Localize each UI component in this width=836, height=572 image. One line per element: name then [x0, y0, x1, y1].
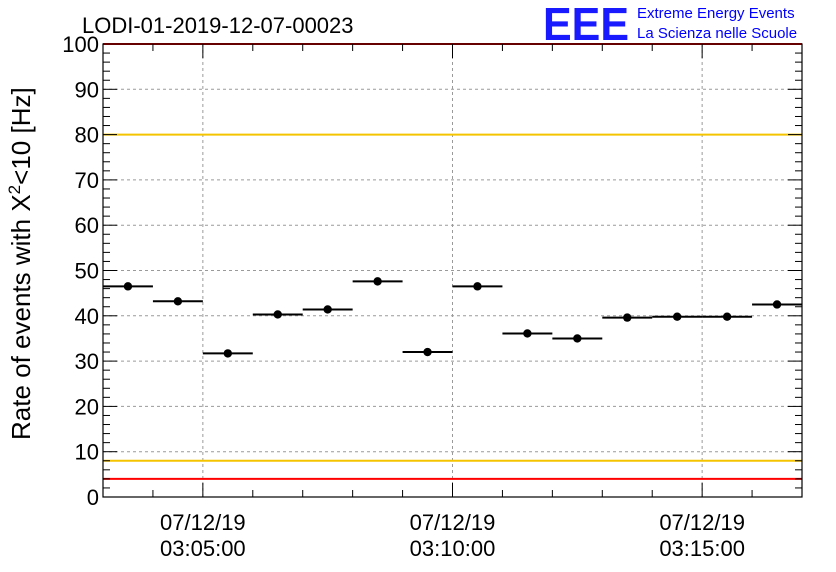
y-tick-label: 80	[75, 123, 99, 148]
y-tick-label: 70	[75, 168, 99, 193]
y-tick-label: 90	[75, 77, 99, 102]
y-tick-label: 100	[62, 32, 99, 57]
data-points	[103, 277, 802, 358]
data-point	[223, 349, 233, 358]
data-point	[273, 310, 282, 319]
y-tick-label: 40	[75, 304, 99, 329]
data-point	[173, 297, 183, 306]
chart-title: LODI-01-2019-12-07-00023	[82, 13, 354, 38]
data-point	[672, 312, 682, 321]
x-tick-label-date: 07/12/19	[410, 510, 496, 535]
x-axis: 07/12/1903:05:0007/12/1903:10:0007/12/19…	[102, 44, 803, 561]
data-point	[123, 282, 133, 291]
y-tick-label: 0	[87, 485, 99, 510]
x-tick-label-time: 03:15:00	[659, 536, 745, 561]
x-tick-label-date: 07/12/19	[659, 510, 745, 535]
grid	[103, 43, 802, 498]
y-axis-label: Rate of events with X2<10 [Hz]	[5, 87, 36, 440]
x-tick-label-date: 07/12/19	[160, 510, 246, 535]
eee-logo: EEE Extreme Energy Events La Scienza nel…	[543, 0, 797, 50]
y-tick-label: 10	[75, 440, 99, 465]
x-tick-label-time: 03:05:00	[160, 536, 246, 561]
logo-line1: Extreme Energy Events	[637, 5, 795, 22]
data-point	[722, 312, 732, 321]
y-axis: 0 10 20 30 40 50 60 70 80 90 100	[62, 32, 802, 510]
data-point	[623, 313, 632, 322]
y-tick-label: 20	[75, 394, 99, 419]
data-point	[323, 305, 332, 314]
data-point	[423, 347, 432, 357]
data-point	[573, 334, 582, 343]
data-point	[523, 329, 532, 338]
y-tick-label: 50	[75, 259, 99, 284]
eee-logo-letters: EEE	[543, 0, 629, 50]
data-point	[373, 277, 382, 286]
y-tick-label: 30	[75, 349, 99, 374]
x-tick-label-time: 03:10:00	[410, 536, 496, 561]
data-point	[473, 282, 482, 291]
y-tick-label: 60	[75, 213, 99, 238]
logo-line2: La Scienza nelle Scuole	[637, 25, 797, 42]
data-point	[772, 300, 782, 309]
